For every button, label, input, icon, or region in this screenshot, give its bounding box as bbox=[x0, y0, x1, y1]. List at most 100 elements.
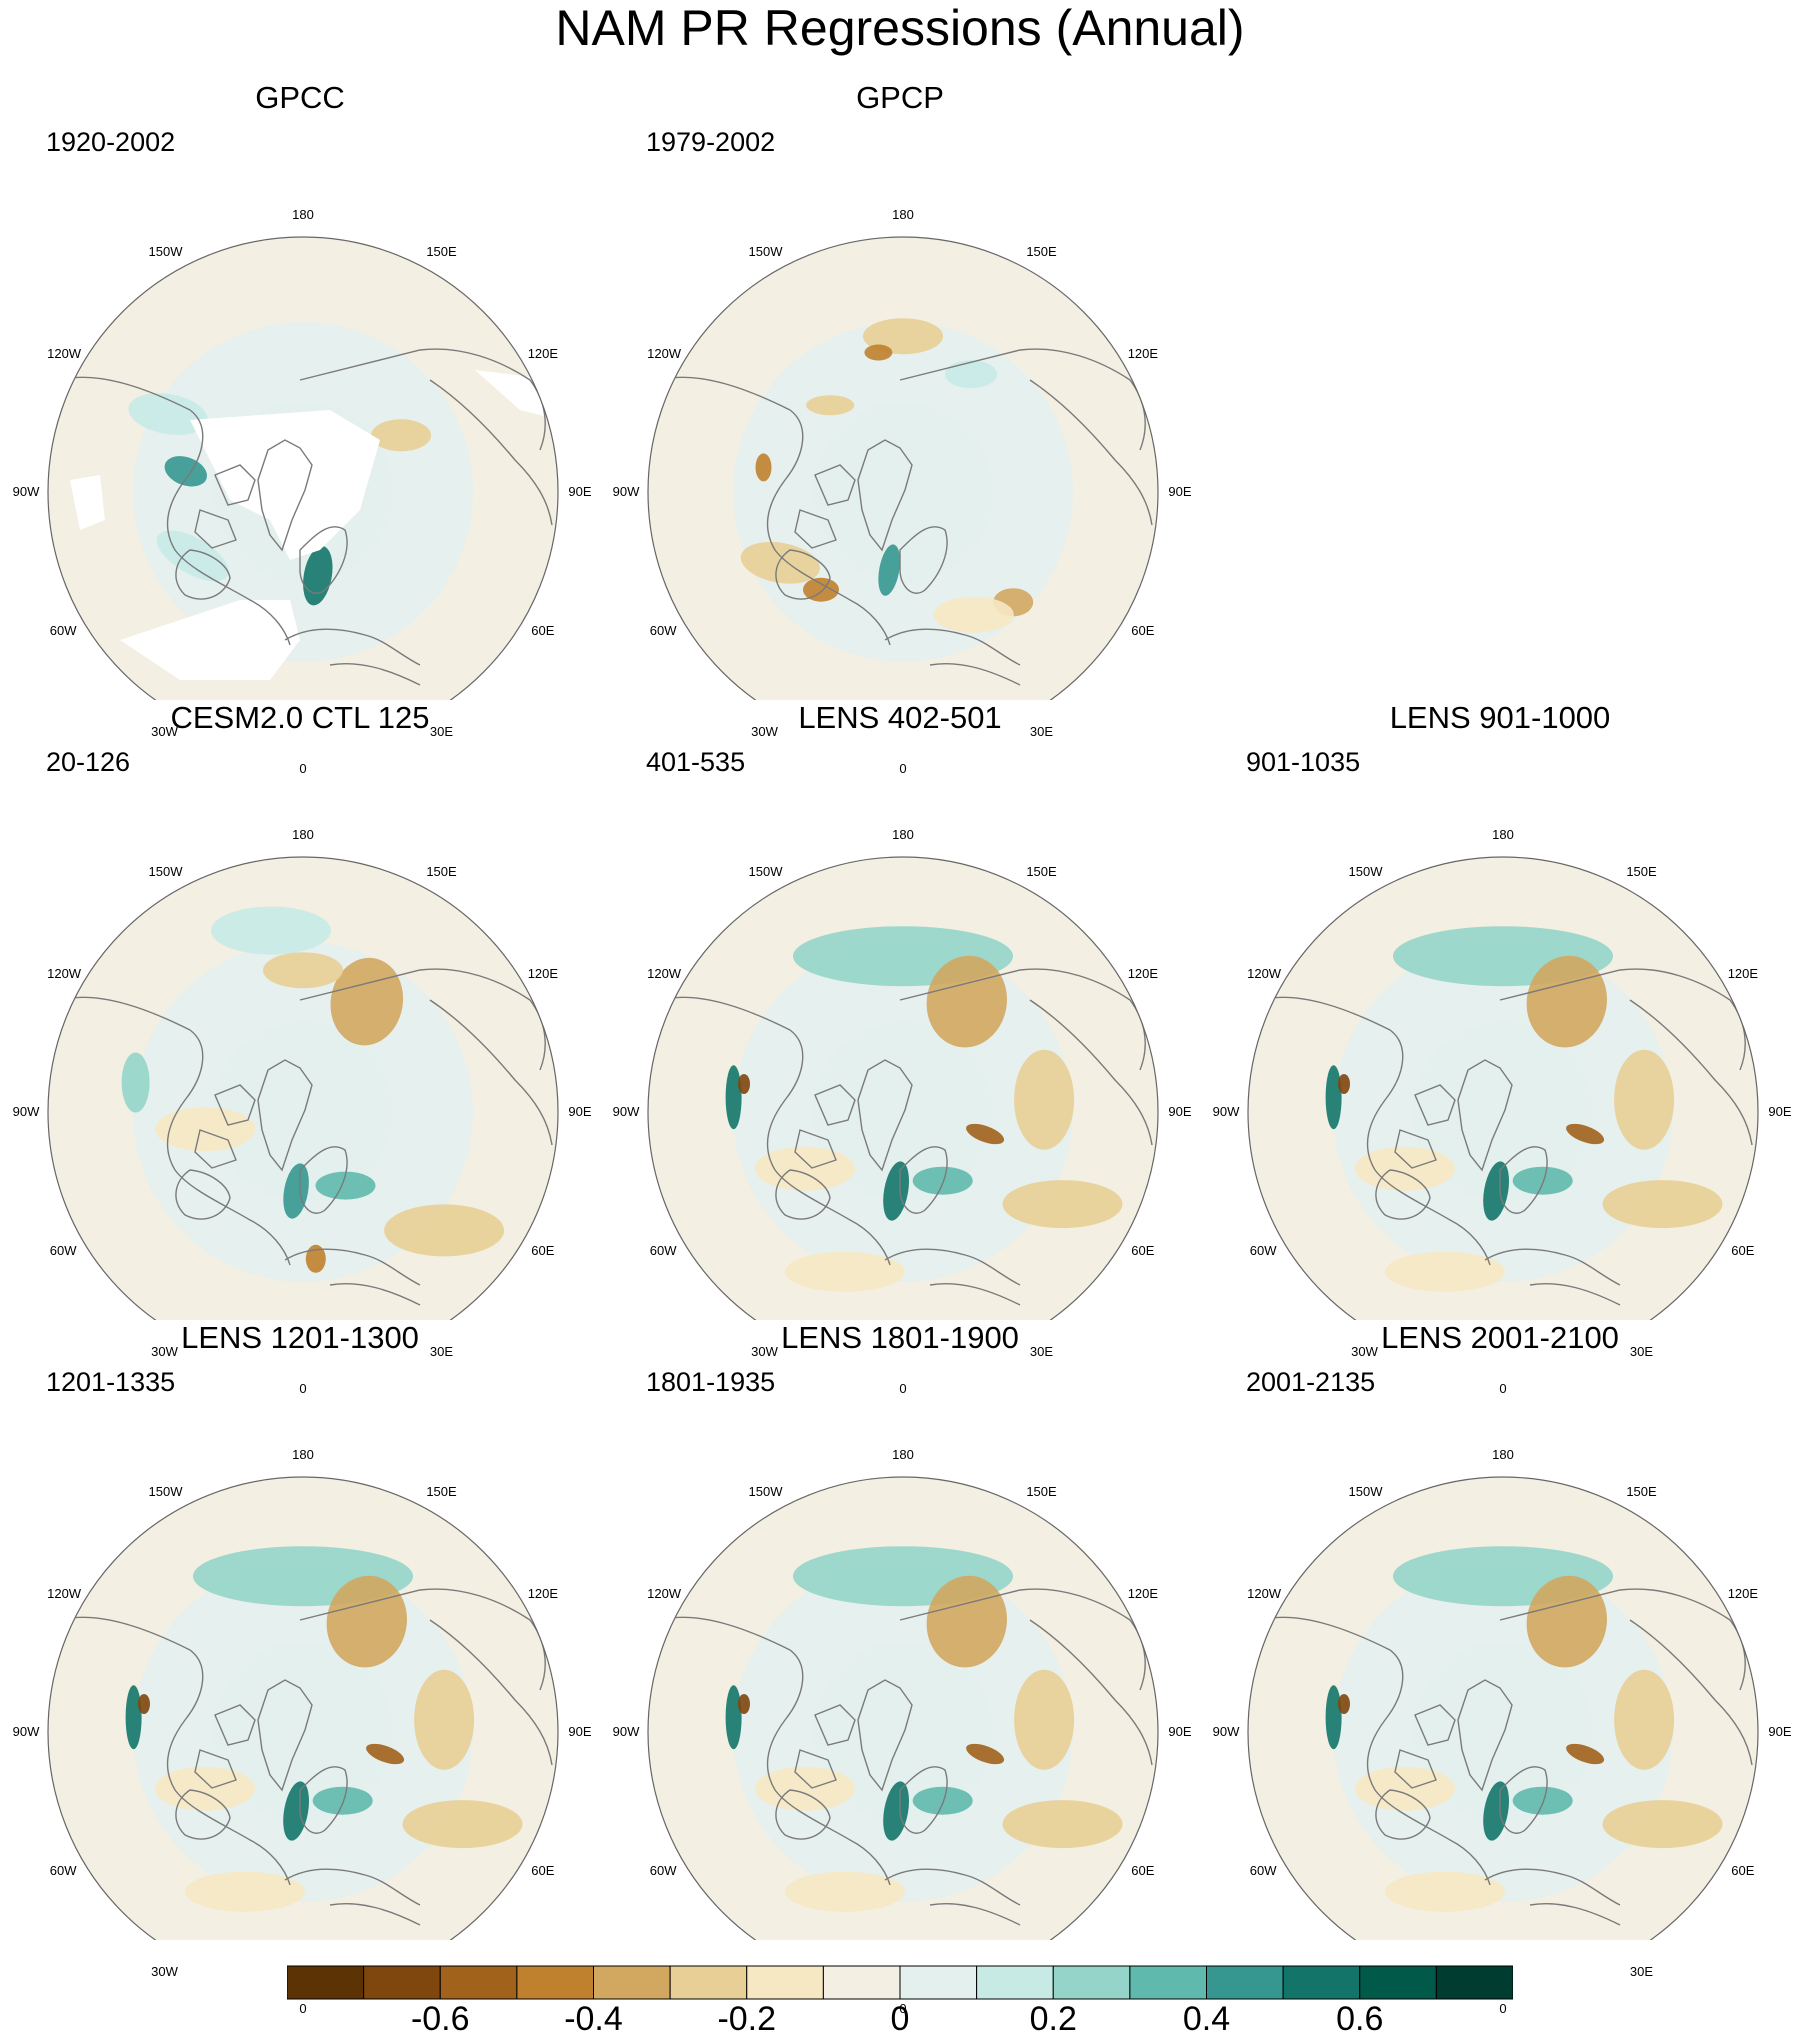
panel-period: 1920-2002 bbox=[46, 127, 176, 157]
longitude-label: 90W bbox=[12, 1724, 40, 1739]
map-panel: LENS 1801-1900 1801-1935 180 150E 120E 90E 60E… bbox=[600, 1320, 1200, 2016]
field-contour bbox=[1566, 1123, 1605, 1145]
field-contour bbox=[912, 1786, 973, 1815]
field-contour bbox=[330, 957, 404, 1046]
coastline bbox=[899, 1146, 948, 1214]
coastline bbox=[175, 1169, 231, 1220]
field-contour bbox=[1002, 1180, 1123, 1229]
coastline bbox=[257, 439, 313, 552]
map-panel: LENS 402-501 401-535 180 150E 120E 90E 60E 30E 0… bbox=[600, 700, 1200, 1396]
longitude-label: 120W bbox=[47, 345, 82, 361]
colorbar-swatch bbox=[593, 1965, 671, 2000]
field-contour bbox=[966, 1743, 1005, 1765]
field-contour bbox=[1325, 1065, 1342, 1130]
field-contour bbox=[966, 1123, 1005, 1145]
longitude-label: 150E bbox=[1626, 1484, 1657, 1500]
longitude-label: 60E bbox=[531, 1242, 555, 1258]
field-contour bbox=[933, 596, 1014, 633]
figure-title: NAM PR Regressions (Annual) bbox=[555, 0, 1245, 56]
longitude-label: 60E bbox=[531, 1862, 555, 1878]
map-boundary bbox=[47, 236, 559, 700]
map-boundary bbox=[647, 236, 1159, 700]
coastline bbox=[329, 1903, 421, 1926]
longitude-label: 180 bbox=[892, 207, 914, 222]
field-contour bbox=[725, 1685, 742, 1750]
coastline bbox=[1529, 1903, 1621, 1926]
coastline bbox=[1629, 1619, 1753, 1766]
field-contour bbox=[725, 1065, 742, 1130]
map-boundary bbox=[1247, 1476, 1759, 1940]
coastline bbox=[284, 1868, 421, 1906]
coastline bbox=[814, 1084, 856, 1126]
longitude-label: 90W bbox=[612, 484, 640, 499]
polar-map bbox=[47, 236, 559, 700]
coastline bbox=[257, 1059, 313, 1172]
field-contour bbox=[1483, 1161, 1510, 1221]
field-contour bbox=[312, 1786, 373, 1815]
longitude-label: 0 bbox=[1499, 1381, 1507, 1396]
field-contour bbox=[883, 1781, 910, 1841]
field-contour bbox=[1384, 1251, 1505, 1292]
longitude-label: 30W bbox=[751, 723, 778, 739]
coastline bbox=[1394, 1749, 1437, 1789]
coastline bbox=[1029, 999, 1153, 1146]
colorbar-swatch bbox=[287, 1965, 365, 2000]
field-contour bbox=[1002, 1800, 1123, 1849]
coastline bbox=[299, 526, 348, 594]
field-contour bbox=[1512, 1786, 1573, 1815]
longitude-label: 90W bbox=[12, 484, 40, 499]
longitude-label: 120E bbox=[1127, 965, 1159, 981]
longitude-label: 30W bbox=[151, 1963, 178, 1979]
colorbar-swatch bbox=[1129, 1965, 1208, 2000]
field-contour bbox=[1602, 1180, 1723, 1229]
coastline bbox=[194, 1749, 237, 1789]
longitude-label: 150W bbox=[148, 864, 183, 880]
longitude-label: 120W bbox=[647, 965, 682, 981]
longitude-label: 90E bbox=[1768, 1104, 1792, 1119]
coastline bbox=[929, 1283, 1021, 1306]
field-contour bbox=[371, 419, 432, 452]
longitude-label: 150W bbox=[148, 1484, 183, 1500]
field-contour bbox=[211, 906, 331, 955]
colorbar-swatch bbox=[516, 1965, 595, 2000]
field-contour bbox=[1512, 1166, 1573, 1195]
field-contour bbox=[1338, 1694, 1350, 1714]
coastline bbox=[1375, 1169, 1431, 1220]
map-panel: GPCC 1920-2002 180 150E 120E 90E 60E 30E 0 30W 60W… bbox=[0, 80, 600, 776]
colorbar-tick-label: 0.4 bbox=[1182, 2000, 1231, 2038]
longitude-label: 180 bbox=[892, 1447, 914, 1462]
colorbar-swatch bbox=[669, 1965, 748, 2000]
coastline bbox=[175, 549, 231, 600]
longitude-label: 60E bbox=[1131, 622, 1155, 638]
polar-map bbox=[1247, 856, 1759, 1320]
panel-period: 2001-2135 bbox=[1246, 1367, 1376, 1397]
longitude-label: 120W bbox=[47, 1585, 82, 1601]
panel-title: LENS 1201-1300 bbox=[181, 1320, 419, 1355]
missing-data-mask bbox=[120, 600, 300, 680]
coastline bbox=[929, 663, 1021, 686]
panel-period: 901-1035 bbox=[1246, 747, 1361, 777]
coastline bbox=[59, 1616, 291, 1886]
field-contour bbox=[1354, 1146, 1455, 1191]
field-contour bbox=[315, 1171, 376, 1200]
longitude-label: 30W bbox=[1351, 1343, 1378, 1359]
longitude-label: 120W bbox=[47, 965, 82, 981]
field-contour bbox=[806, 395, 855, 416]
field-contour bbox=[305, 1244, 326, 1273]
longitude-label: 30E bbox=[1629, 1343, 1654, 1359]
longitude-label: 60W bbox=[49, 622, 77, 638]
longitude-label: 90E bbox=[1768, 1724, 1792, 1739]
coastline bbox=[794, 1129, 837, 1169]
coastline bbox=[1259, 996, 1491, 1266]
coastline bbox=[329, 663, 421, 686]
longitude-label: 150W bbox=[748, 244, 783, 260]
longitude-label: 150E bbox=[426, 244, 457, 260]
colorbar-swatch bbox=[1359, 1965, 1437, 2000]
coastline bbox=[194, 509, 237, 549]
longitude-label: 0 bbox=[899, 1381, 907, 1396]
coastline bbox=[284, 1248, 421, 1286]
coastline bbox=[1394, 1129, 1437, 1169]
panel-period: 1801-1935 bbox=[646, 1367, 776, 1397]
field-contour bbox=[263, 952, 343, 989]
polar-map bbox=[47, 1476, 559, 1940]
